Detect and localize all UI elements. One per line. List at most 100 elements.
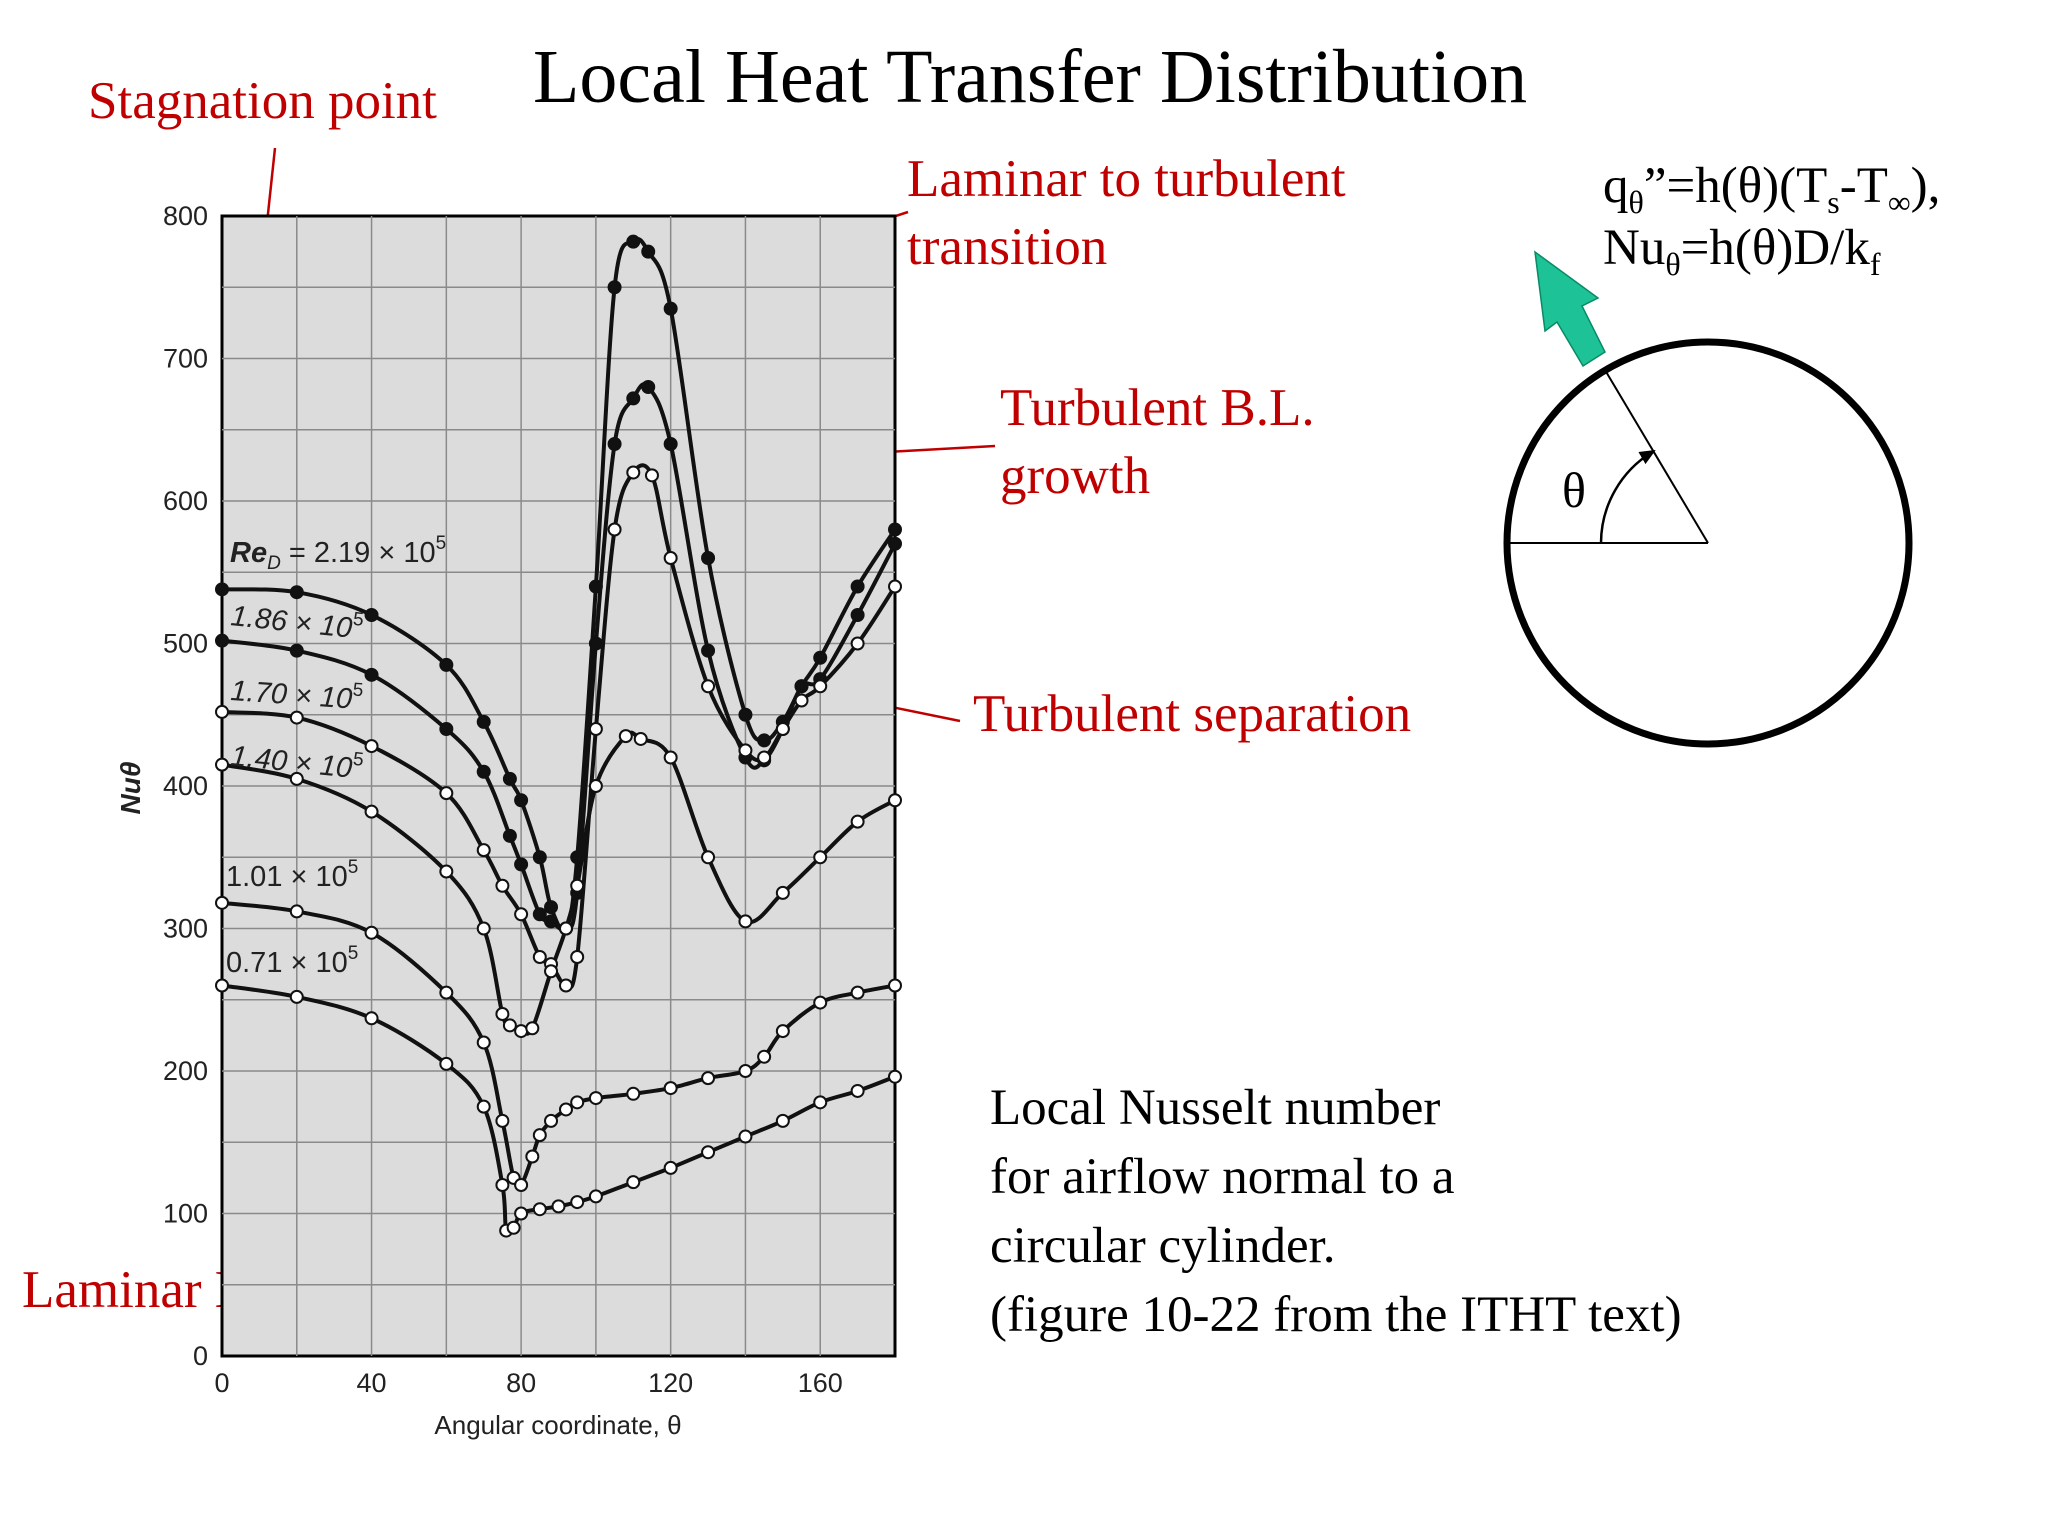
y-tick-label: 500 xyxy=(163,629,208,659)
data-point xyxy=(551,1199,566,1214)
data-point xyxy=(514,793,529,808)
data-point xyxy=(813,650,828,665)
data-point xyxy=(888,1069,902,1084)
data-point xyxy=(532,950,547,964)
annotation-stagnation-point: Stagnation point xyxy=(88,72,437,130)
data-point xyxy=(663,437,678,451)
data-point xyxy=(794,679,809,694)
data-point xyxy=(588,579,603,594)
data-point xyxy=(514,1024,529,1039)
data-point xyxy=(525,1021,540,1036)
data-point xyxy=(663,750,678,765)
data-point xyxy=(644,468,659,483)
data-point xyxy=(588,1091,603,1106)
data-point xyxy=(850,985,865,1000)
data-point xyxy=(738,743,753,758)
y-tick-label: 700 xyxy=(163,344,208,374)
data-point xyxy=(215,582,229,597)
data-point xyxy=(439,786,454,801)
series-label-sup: 5 xyxy=(348,857,359,878)
data-point xyxy=(289,989,304,1004)
y-axis-label: Nuθ xyxy=(115,761,146,814)
data-point xyxy=(850,636,865,651)
data-point xyxy=(532,850,547,865)
caption-line-4: (figure 10-22 from the ITHT text) xyxy=(990,1287,1682,1343)
data-point xyxy=(701,1071,716,1086)
data-point xyxy=(502,771,517,786)
data-point xyxy=(641,380,656,394)
series-label-prefix: Re xyxy=(230,537,267,569)
series-label-5: 1.01 × 105 xyxy=(226,857,358,893)
data-point xyxy=(775,1024,790,1039)
data-point xyxy=(289,710,304,725)
data-point xyxy=(850,579,865,594)
y-tick-label: 800 xyxy=(163,201,208,231)
data-point xyxy=(588,779,603,793)
data-point xyxy=(813,995,828,1010)
data-point xyxy=(476,714,491,729)
data-point xyxy=(626,465,641,480)
data-point xyxy=(738,914,753,929)
data-point xyxy=(626,1175,641,1190)
x-tick-label: 40 xyxy=(357,1368,387,1398)
data-point xyxy=(663,1081,678,1096)
data-point xyxy=(558,978,573,993)
data-point xyxy=(701,551,716,565)
data-point xyxy=(607,437,622,451)
data-point xyxy=(495,878,510,893)
data-point xyxy=(618,729,633,744)
data-point xyxy=(439,657,454,672)
data-point xyxy=(813,850,828,865)
series-label-text: 0.71 × 10 xyxy=(226,947,348,979)
data-point xyxy=(813,1095,828,1110)
data-point xyxy=(495,1178,510,1192)
data-point xyxy=(570,1095,585,1110)
data-point xyxy=(495,1007,510,1021)
data-point xyxy=(738,707,753,722)
caption-line-3: circular cylinder. xyxy=(990,1218,1336,1274)
data-point xyxy=(514,907,529,922)
data-point xyxy=(364,667,379,682)
annotation-transition-line1: Laminar to turbulent xyxy=(907,150,1346,208)
data-point xyxy=(544,914,559,929)
data-point xyxy=(813,679,828,694)
tick-labels: 0 40 80 120 160 0 100 200 300 400 500 600 700 800 xyxy=(163,201,843,1398)
series-label-sup: 5 xyxy=(436,533,447,554)
data-point xyxy=(215,978,229,993)
data-point xyxy=(544,1113,559,1128)
data-point xyxy=(663,1160,678,1175)
series-label-6: 0.71 × 105 xyxy=(226,943,358,979)
data-point xyxy=(757,1049,772,1064)
series-label-prefix-sub: D xyxy=(267,553,281,574)
data-point xyxy=(701,1145,716,1160)
data-point xyxy=(775,1113,790,1128)
data-point xyxy=(888,793,902,808)
data-point xyxy=(439,1056,454,1071)
series-label-1: ReD = 2.19 × 105 xyxy=(230,533,446,574)
data-point xyxy=(506,1220,521,1235)
data-point xyxy=(775,722,790,736)
data-point xyxy=(215,704,229,719)
data-point xyxy=(544,900,559,915)
data-point xyxy=(289,585,304,600)
data-point xyxy=(701,643,716,658)
data-point xyxy=(439,985,454,1000)
data-point xyxy=(364,739,379,754)
data-point xyxy=(476,1035,491,1050)
data-point xyxy=(476,921,491,936)
data-point xyxy=(495,1113,510,1128)
data-point xyxy=(570,878,585,893)
data-point xyxy=(738,1064,753,1078)
data-point xyxy=(558,921,573,936)
data-point xyxy=(215,757,229,772)
x-tick-label: 120 xyxy=(648,1368,693,1398)
page-title: Local Heat Transfer Distribution xyxy=(533,35,1528,119)
annotation-turbulent-separation: Turbulent separation xyxy=(973,685,1412,743)
y-tick-label: 400 xyxy=(163,771,208,801)
data-point xyxy=(476,1099,491,1114)
data-point xyxy=(757,750,772,765)
data-point xyxy=(588,1189,603,1204)
data-point xyxy=(502,1018,517,1033)
